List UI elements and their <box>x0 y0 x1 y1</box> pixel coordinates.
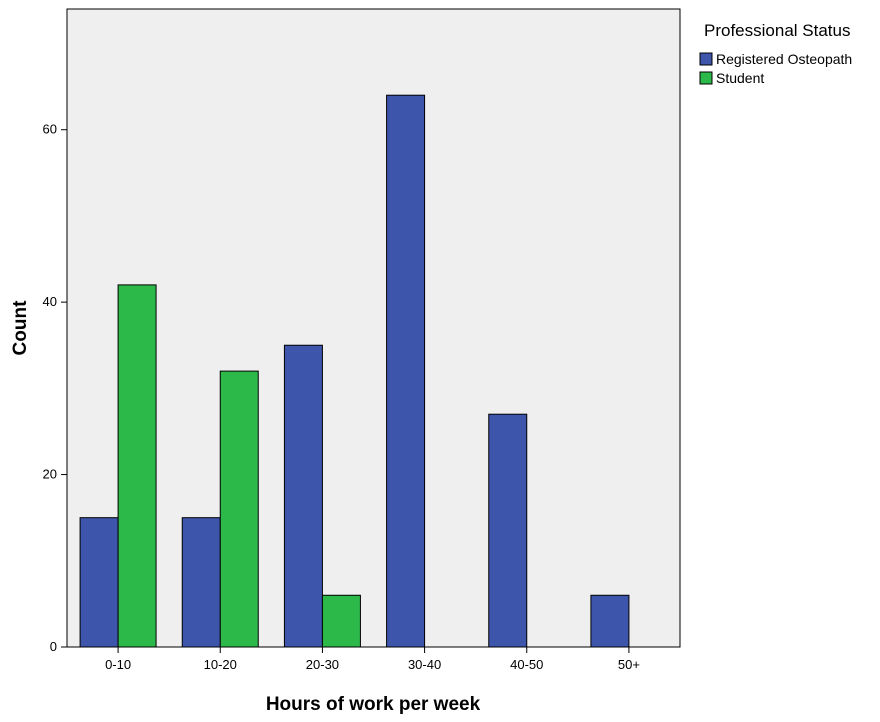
x-tick-label: 30-40 <box>408 657 441 672</box>
bar-registered-osteopath-0-10 <box>79 517 119 648</box>
bar-registered-osteopath-30-40 <box>386 94 426 648</box>
x-tick-label: 50+ <box>618 657 640 672</box>
x-tick-label: 20-30 <box>306 657 339 672</box>
y-tick-label: 60 <box>43 122 57 137</box>
bar-registered-osteopath-50- <box>590 594 630 648</box>
x-tick-label: 40-50 <box>510 657 543 672</box>
y-tick-label: 20 <box>43 467 57 482</box>
legend: Professional Status Registered Osteopath… <box>699 21 852 86</box>
x-axis: 0-10 10-20 20-30 30-40 40-50 50+ <box>105 647 640 672</box>
x-tick-label: 10-20 <box>204 657 237 672</box>
y-tick-label: 40 <box>43 294 57 309</box>
bar-student-0-10 <box>117 284 157 648</box>
bar-registered-osteopath-20-30 <box>283 344 323 648</box>
legend-label-registered-osteopath: Registered Osteopath <box>716 51 852 67</box>
bars <box>79 94 630 648</box>
x-tick-label: 0-10 <box>105 657 131 672</box>
x-axis-title: Hours of work per week <box>266 694 481 715</box>
bar-registered-osteopath-40-50 <box>488 413 528 648</box>
y-axis: 0 20 40 60 <box>43 122 67 654</box>
legend-title: Professional Status <box>704 21 850 40</box>
legend-label-student: Student <box>716 70 764 86</box>
y-axis-title: Count <box>10 300 31 356</box>
bar-student-20-30 <box>321 594 361 648</box>
legend-swatch-registered-osteopath <box>699 52 713 66</box>
bar-student-10-20 <box>219 370 259 648</box>
bar-registered-osteopath-10-20 <box>181 517 221 648</box>
plot-area <box>66 8 681 648</box>
legend-swatch-student <box>699 71 713 85</box>
y-tick-label: 0 <box>50 639 57 654</box>
